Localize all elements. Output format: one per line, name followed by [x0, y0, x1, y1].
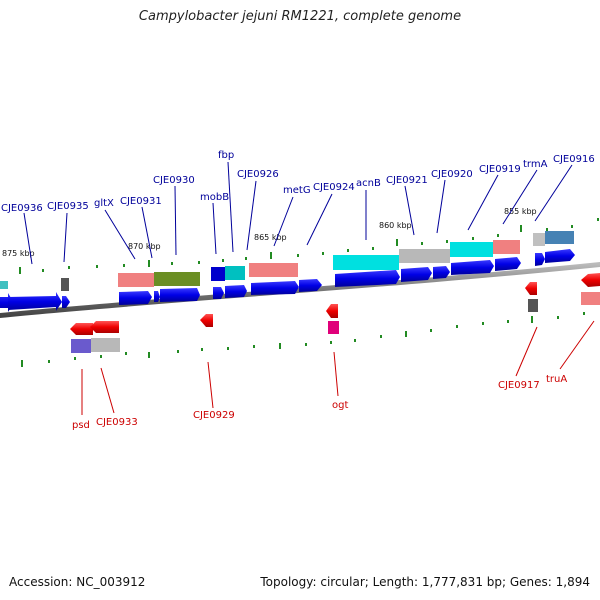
gene-label-CJE0920[interactable]: CJE0920 — [431, 169, 473, 180]
scale-label-865: 865 kbp — [254, 233, 287, 242]
gene-label-acnB[interactable]: acnB — [356, 178, 381, 189]
scale-label-855: 855 kbp — [504, 207, 537, 216]
accession-text: Accession: NC_003912 — [9, 575, 146, 589]
scale-ticks-upper — [19, 218, 599, 274]
gene-label-CJE0917[interactable]: CJE0917 — [498, 380, 540, 391]
gene-label-CJE0930[interactable]: CJE0930 — [153, 175, 195, 186]
gene-label-CJE0919[interactable]: CJE0919 — [479, 164, 521, 175]
scale-label-875: 875 kbp — [2, 249, 35, 258]
bottom-leaders — [81, 320, 595, 415]
reverse-cog-track — [71, 292, 600, 353]
gene-label-CJE0933[interactable]: CJE0933 — [96, 417, 138, 428]
gene-label-fbp[interactable]: fbp — [218, 150, 234, 161]
gene-label-CJE0936[interactable]: CJE0936 — [1, 203, 43, 214]
gene-label-CJE0921[interactable]: CJE0921 — [386, 175, 428, 186]
gene-label-CJE0931[interactable]: CJE0931 — [120, 196, 162, 207]
cog-feature-track — [0, 231, 574, 291]
gene-label-CJE0926[interactable]: CJE0926 — [237, 169, 279, 180]
gene-label-truA[interactable]: truA — [546, 374, 567, 385]
reverse-genes — [70, 273, 600, 335]
gene-label-metG[interactable]: metG — [283, 185, 311, 196]
map-title: Campylobacter jejuni RM1221, complete ge… — [138, 9, 462, 24]
topology-text: Topology: circular; Length: 1,777,831 bp… — [260, 575, 590, 589]
gene-label-gltX[interactable]: gltX — [94, 198, 114, 209]
gene-label-trmA[interactable]: trmA — [523, 159, 548, 170]
gene-label-CJE0935[interactable]: CJE0935 — [47, 201, 89, 212]
gene-label-CJE0924[interactable]: CJE0924 — [313, 182, 355, 193]
gene-label-ogt[interactable]: ogt — [332, 400, 348, 411]
scale-label-870: 870 kbp — [128, 242, 161, 251]
scale-ticks-lower — [21, 312, 585, 367]
gene-label-CJE0929[interactable]: CJE0929 — [193, 410, 235, 421]
gene-label-psd[interactable]: psd — [72, 420, 90, 431]
top-leaders — [23, 161, 573, 265]
gene-label-CJE0916[interactable]: CJE0916 — [553, 154, 595, 165]
gene-label-mobB[interactable]: mobB — [200, 192, 229, 203]
scale-label-860: 860 kbp — [379, 221, 412, 230]
forward-genes — [0, 249, 575, 312]
